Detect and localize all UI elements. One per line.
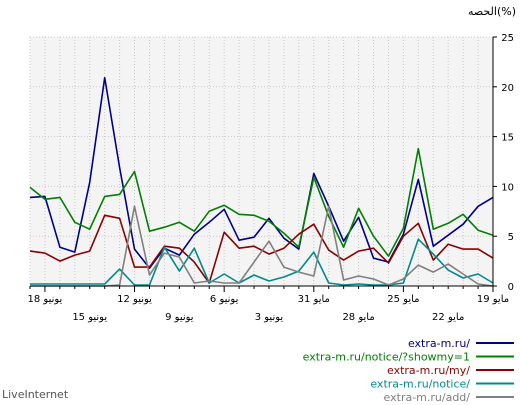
- y-tick-label: 15: [501, 133, 514, 144]
- x-tick-label: 19 مايو: [477, 294, 509, 305]
- legend-label: extra-m.ru/my/: [387, 364, 470, 377]
- x-tick-label: 9 يونيو: [165, 312, 194, 323]
- legend-label: extra-m.ru/add/: [384, 391, 471, 404]
- x-tick-label: 3 يونيو: [255, 312, 284, 323]
- y-tick-labels: 0 5 10 15 20 25: [501, 33, 514, 293]
- brand-label: LiveInternet: [2, 388, 69, 401]
- y-tick-label: 25: [501, 33, 514, 44]
- series-line-1: [29, 77, 494, 269]
- x-tick-label: 15 يونيو: [72, 312, 107, 323]
- legend: extra-m.ru/extra-m.ru/notice/?showmy=1ex…: [303, 337, 514, 404]
- series-line-2: [29, 147, 494, 257]
- x-tick-label: 25 مايو: [387, 294, 419, 305]
- x-tick-label: 22 مايو: [432, 312, 464, 323]
- y-tick-label: 5: [508, 232, 514, 243]
- legend-label: extra-m.ru/notice/: [370, 378, 470, 391]
- series-line-3: [29, 214, 494, 284]
- x-tick-labels: 19 مايو 25 مايو 31 مايو 6 يونيو 12 يونيو 18 ي…: [28, 294, 510, 323]
- plot-area: [30, 37, 493, 286]
- y-tick-label: 10: [501, 182, 514, 193]
- axes: [29, 36, 497, 292]
- legend-label: extra-m.ru/: [408, 337, 470, 350]
- y-axis-title: الحصه(%): [468, 5, 516, 18]
- x-tick-label: 18 يونيو: [28, 294, 63, 305]
- legend-label: extra-m.ru/notice/?showmy=1: [303, 351, 470, 364]
- series-line-4: [30, 238, 494, 286]
- x-tick-label: 31 مايو: [298, 294, 330, 305]
- x-tick-label: 12 يونيو: [117, 294, 152, 305]
- y-tick-label: 0: [508, 282, 514, 293]
- x-tick-label: 6 يونيو: [210, 294, 239, 305]
- y-tick-label: 20: [501, 83, 514, 94]
- x-tick-label: 28 مايو: [342, 312, 374, 323]
